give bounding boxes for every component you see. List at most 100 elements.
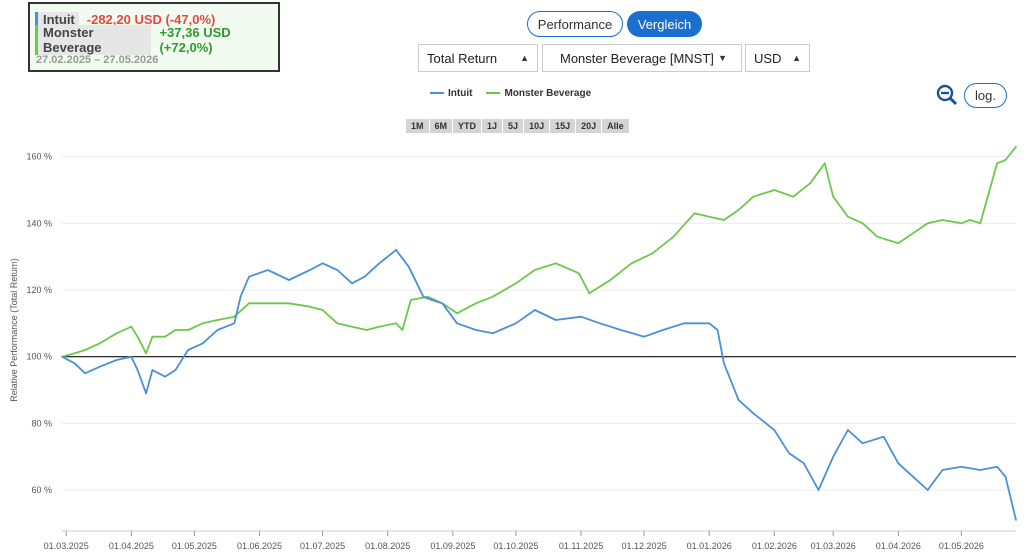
x-tick-label: 01.10.2025 xyxy=(493,541,538,551)
range-button-1j[interactable]: 1J xyxy=(482,119,503,133)
chart-legend-label: Intuit xyxy=(448,88,473,99)
range-button-alle[interactable]: Alle xyxy=(602,119,629,133)
zoom-out-icon[interactable] xyxy=(936,84,958,106)
data-point xyxy=(115,359,118,361)
data-point xyxy=(823,162,826,165)
data-point xyxy=(1004,159,1007,161)
data-point xyxy=(926,489,929,491)
x-tick-label: 01.11.2025 xyxy=(559,541,603,551)
currency-select[interactable]: USD ▲︎ xyxy=(745,44,810,72)
data-point xyxy=(136,335,139,338)
data-point xyxy=(599,322,601,325)
data-point xyxy=(620,329,622,331)
data-point xyxy=(737,399,740,401)
data-point xyxy=(588,292,591,295)
data-point xyxy=(130,355,133,358)
x-tick-label: 01.03.2025 xyxy=(44,541,89,551)
compare-select[interactable]: Monster Beverage [MNST] ▼ xyxy=(542,44,742,72)
range-button-20j[interactable]: 20J xyxy=(576,119,602,133)
chart-legend-intuit[interactable]: Intuit xyxy=(430,88,472,99)
data-point xyxy=(456,312,458,315)
legend-series-name: Intuit xyxy=(35,11,79,27)
data-point xyxy=(708,215,711,218)
data-point xyxy=(960,222,963,225)
data-point xyxy=(321,309,324,311)
data-point xyxy=(233,322,236,325)
series-line-monster-beverage xyxy=(61,146,1017,358)
data-point xyxy=(99,342,101,345)
range-button-10j[interactable]: 10J xyxy=(524,119,550,133)
data-point xyxy=(187,329,189,331)
data-point xyxy=(407,265,410,268)
data-point xyxy=(145,392,147,395)
data-point xyxy=(609,279,612,281)
data-point xyxy=(555,262,557,265)
data-point xyxy=(174,369,177,371)
range-button-1m[interactable]: 1M xyxy=(406,119,429,133)
data-point xyxy=(216,329,219,331)
data-point xyxy=(802,462,805,465)
x-tick-label: 01.08.2025 xyxy=(365,541,410,551)
data-point xyxy=(882,435,885,438)
data-point xyxy=(773,189,776,191)
data-point xyxy=(267,269,269,271)
data-point xyxy=(716,329,719,331)
data-point xyxy=(61,355,63,358)
data-point xyxy=(1004,475,1007,478)
range-button-5j[interactable]: 5J xyxy=(503,119,524,133)
x-tick-label: 01.02.2026 xyxy=(752,541,797,551)
data-point xyxy=(876,235,879,238)
data-point xyxy=(847,429,849,431)
data-point xyxy=(996,162,998,165)
chart-legend-label: Monster Beverage xyxy=(504,88,592,99)
range-button-6m[interactable]: 6M xyxy=(429,119,453,133)
data-point xyxy=(378,262,381,265)
data-point xyxy=(130,325,133,328)
updown-arrow-icon: ▲︎ xyxy=(792,53,801,63)
log-scale-button[interactable]: log. xyxy=(964,83,1007,108)
y-tick-label: 160 % xyxy=(26,152,52,162)
data-point xyxy=(115,332,118,335)
data-point xyxy=(145,352,147,355)
data-point xyxy=(456,322,458,325)
y-tick-label: 120 % xyxy=(26,285,52,295)
data-point xyxy=(401,329,404,331)
data-point xyxy=(248,275,250,278)
data-point xyxy=(817,489,820,491)
data-point xyxy=(267,302,269,305)
range-button-15j[interactable]: 15J xyxy=(550,119,576,133)
data-point xyxy=(792,195,795,198)
chart-legend-monster[interactable]: Monster Beverage xyxy=(486,88,591,99)
data-point xyxy=(897,462,900,465)
data-point xyxy=(309,305,311,308)
x-tick-label: 01.09.2025 xyxy=(430,541,475,551)
data-point xyxy=(861,442,864,445)
x-tick-label: 01.07.2025 xyxy=(300,541,345,551)
range-button-ytd[interactable]: YTD xyxy=(453,119,482,133)
date-range: 27.02.2025 – 27.05.2026 xyxy=(36,54,159,66)
data-point xyxy=(773,429,776,431)
data-point xyxy=(378,325,381,328)
data-point xyxy=(809,182,811,185)
data-point xyxy=(201,342,204,345)
range-buttons: 1M 6M YTD 1J 5J 10J 15J 20J Alle xyxy=(406,119,629,133)
data-point xyxy=(752,412,755,415)
data-point xyxy=(979,469,982,471)
metric-select-value: Total Return xyxy=(427,50,498,66)
data-point xyxy=(365,329,368,331)
data-point xyxy=(233,315,236,318)
data-point xyxy=(968,219,971,221)
data-point xyxy=(410,299,412,301)
data-point xyxy=(288,302,290,305)
data-point xyxy=(941,219,944,221)
data-point xyxy=(1015,519,1017,521)
legend-series-change: -282,20 USD (-47,0%) xyxy=(86,11,216,27)
data-point xyxy=(351,282,353,285)
data-point xyxy=(832,195,834,198)
data-point xyxy=(861,222,864,225)
data-point xyxy=(422,295,425,298)
compare-button[interactable]: Vergleich xyxy=(627,11,702,37)
performance-button[interactable]: Performance xyxy=(527,11,623,37)
metric-select[interactable]: Total Return ▲︎ xyxy=(418,44,538,72)
data-point xyxy=(643,335,645,338)
